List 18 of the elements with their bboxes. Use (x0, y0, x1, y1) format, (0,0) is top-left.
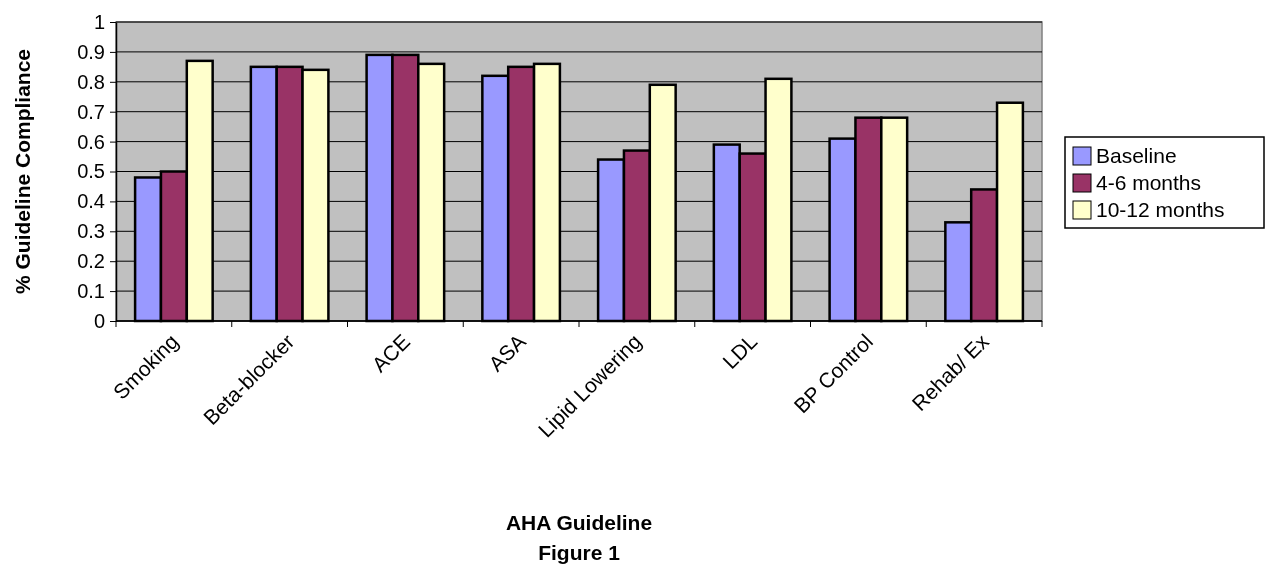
y-tick-label: 0.3 (77, 220, 105, 243)
y-tick-label: 0.4 (77, 190, 105, 213)
legend-label: Baseline (1096, 144, 1177, 167)
y-tick-label: 0.2 (77, 250, 105, 273)
y-axis-title: % Guideline Compliance (11, 48, 34, 295)
legend-label: 10-12 months (1096, 198, 1225, 221)
caption: Figure 1 (538, 541, 621, 564)
y-tick-label: 0.7 (77, 100, 105, 123)
y-tick-label: 1 (93, 10, 105, 33)
y-tick-label: 0.6 (77, 130, 105, 153)
y-tick-label: 0.1 (77, 280, 105, 302)
y-tick-label: 0.5 (77, 160, 105, 183)
legend-label: 4-6 months (1096, 171, 1202, 194)
x-axis-title: AHA Guideline (505, 511, 653, 534)
y-tick-label: 0.8 (77, 70, 105, 93)
y-tick-label: 0.9 (77, 40, 105, 63)
y-tick-label: 0 (93, 309, 105, 332)
x-tick-label: LDL (717, 329, 762, 374)
